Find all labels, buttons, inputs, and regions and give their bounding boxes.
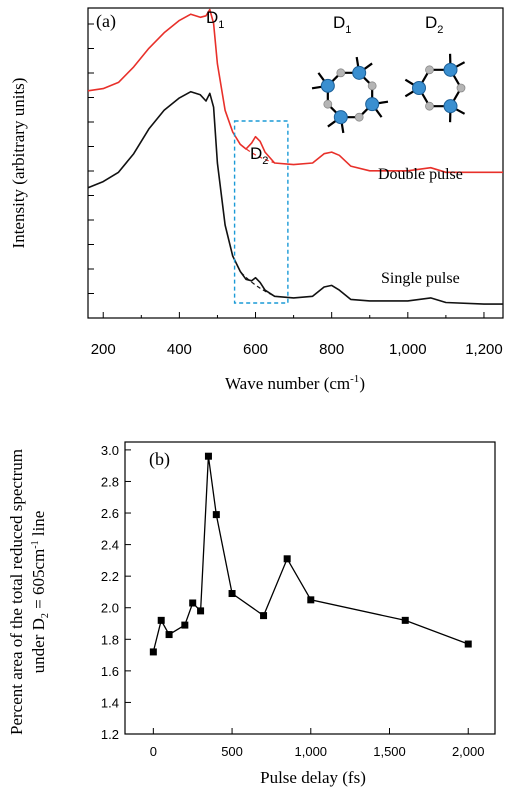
panel-a-x-tick-label: 1,200 xyxy=(465,341,503,358)
panel-b-x-tick-label: 1,000 xyxy=(295,744,328,759)
metal-atom xyxy=(333,110,348,125)
panel-b-data-point xyxy=(149,648,157,656)
panel-b-y-tick-label: 3.0 xyxy=(101,443,119,458)
panel-b-y-tick-label: 1.2 xyxy=(101,727,119,742)
panel-b-data-point xyxy=(204,452,212,460)
panel-b-data-point xyxy=(197,607,205,615)
panel-a-y-ticks xyxy=(88,23,94,294)
d1-peak-label: D1 xyxy=(206,8,224,31)
metal-atom xyxy=(412,81,426,95)
metal-atom xyxy=(443,99,458,114)
bridge-atom xyxy=(425,65,434,75)
double-pulse-label: Double pulse xyxy=(378,166,463,183)
panel-b-chart: 1.2 1.4 1.6 1.8 2.0 2.2 2.4 2.6 2.8 3.0 0 500 1,000… xyxy=(7,441,496,787)
panel-b-y-ticks: 1.2 1.4 1.6 1.8 2.0 2.2 2.4 2.6 2.8 3.0 xyxy=(101,443,131,742)
panel-b-line xyxy=(152,456,469,653)
panel-b-x-tick-label: 1,500 xyxy=(373,744,406,759)
panel-b-y-tick-label: 2.8 xyxy=(101,474,119,489)
panel-b-x-tick-label: 500 xyxy=(221,744,243,759)
panel-a-x-tick-label: 400 xyxy=(167,341,192,358)
single-pulse-label: Single pulse xyxy=(381,270,460,287)
panel-b-y-tick-label: 2.4 xyxy=(101,538,119,553)
panel-a-x-tick-label: 200 xyxy=(91,341,116,358)
metal-atom xyxy=(443,62,458,77)
single-pulse-line xyxy=(87,90,503,305)
metal-atom xyxy=(320,78,335,93)
bridge-atom xyxy=(456,83,466,93)
panel-b-data-point xyxy=(189,599,197,607)
panel-b-y-axis-title-line1: Percent area of the total reduced spectr… xyxy=(7,449,26,735)
panel-b-data-point xyxy=(260,612,268,620)
molecule-d2-ring-icon xyxy=(404,53,466,123)
panel-b-data-point xyxy=(165,631,173,639)
panel-b-data-point xyxy=(464,640,472,648)
panel-b-data-point xyxy=(157,616,165,624)
panel-a-label: (a) xyxy=(96,11,116,32)
panel-a-x-tick-label: 1,000 xyxy=(389,341,427,358)
d2-peak-label: D2 xyxy=(250,144,268,167)
metal-atom xyxy=(365,97,380,112)
panel-b-data-point xyxy=(283,555,291,563)
panel-a-chart: 200 400 600 800 1,000 1,200 (a) D1 D2 D1 D2 D… xyxy=(9,7,504,393)
panel-b-label: (b) xyxy=(149,449,170,470)
panel-b-y-tick-label: 2.0 xyxy=(101,601,119,616)
panel-b-data-point xyxy=(307,596,315,604)
panel-b-data-point xyxy=(228,590,236,598)
panel-b-y-tick-label: 1.6 xyxy=(101,664,119,679)
panel-b-data-point xyxy=(401,616,409,624)
panel-b-x-tick-label: 0 xyxy=(150,744,157,759)
panel-a-baselines xyxy=(240,144,276,297)
panel-b-y-tick-label: 2.6 xyxy=(101,506,119,521)
panel-a-x-axis-title: Wave number (cm-1) xyxy=(225,373,365,393)
panel-a-x-tick-label: 600 xyxy=(243,341,268,358)
panel-a-plot-frame xyxy=(87,7,504,319)
bridge-atom xyxy=(336,68,346,78)
panel-a-x-ticks: 200 400 600 800 1,000 1,200 xyxy=(91,312,503,358)
bridge-atom xyxy=(323,99,333,109)
molecule-d1-label: D1 xyxy=(333,13,351,36)
panel-b-x-tick-label: 2,000 xyxy=(452,744,485,759)
d2-highlight-box xyxy=(233,120,289,304)
panel-b-data-point xyxy=(181,621,189,629)
panel-a-y-axis-title: Intensity (arbitrary units) xyxy=(9,78,28,249)
double-pulse-line xyxy=(87,8,503,174)
bridge-atom xyxy=(354,112,364,122)
molecule-d1-ring-icon xyxy=(311,56,389,134)
panel-b-y-tick-label: 1.4 xyxy=(101,695,119,710)
panel-b-plot-frame xyxy=(124,441,496,735)
panel-a-series xyxy=(87,8,503,305)
panel-b-data-point xyxy=(212,511,220,519)
panel-b-y-axis-title-line2: under D2 = 605cm-1 line xyxy=(29,511,51,674)
metal-atom xyxy=(352,65,367,80)
panel-b-x-axis-title: Pulse delay (fs) xyxy=(260,768,366,787)
bridge-atom xyxy=(367,81,377,91)
panel-b-y-tick-label: 1.8 xyxy=(101,632,119,647)
panel-b-y-tick-label: 2.2 xyxy=(101,569,119,584)
bridge-atom xyxy=(425,101,434,111)
molecule-d2-label: D2 xyxy=(425,13,443,36)
panel-b-x-ticks: 0 500 1,000 1,500 2,000 xyxy=(150,728,485,759)
panel-a-x-tick-label: 800 xyxy=(319,341,344,358)
panel-b-series xyxy=(149,452,472,656)
